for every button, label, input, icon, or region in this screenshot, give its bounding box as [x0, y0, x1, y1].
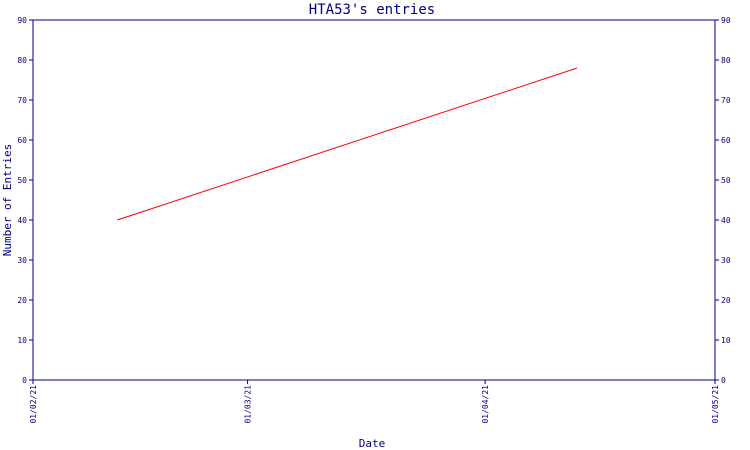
y-axis-title: Number of Entries: [1, 144, 14, 257]
x-tick-label: 01/04/21: [481, 385, 490, 424]
x-tick-label: 01/02/21: [29, 385, 38, 424]
y-tick-label-right: 80: [721, 56, 731, 65]
series-line: [117, 67, 578, 221]
y-tick-label-right: 60: [721, 136, 731, 145]
y-tick-label-right: 20: [721, 296, 731, 305]
right-axis: 0 10 20 30 40 50 60 70 80 90: [715, 16, 731, 385]
y-tick-label-right: 30: [721, 256, 731, 265]
y-tick-label-left: 10: [17, 336, 27, 345]
y-tick-label-left: 60: [17, 136, 27, 145]
y-tick-label-left: 80: [17, 56, 27, 65]
y-tick-label-right: 0: [721, 376, 726, 385]
y-tick-label-left: 50: [17, 176, 27, 185]
x-axis-title: Date: [359, 437, 386, 450]
plot-area-frame: [32, 19, 716, 381]
chart-title: HTA53's entries: [309, 2, 435, 18]
y-tick-label-left: 90: [17, 16, 27, 25]
y-tick-label-left: 40: [17, 216, 27, 225]
y-tick-label-right: 70: [721, 96, 731, 105]
y-tick-label-right: 10: [721, 336, 731, 345]
left-axis: 0 10 20 30 40 50 60 70 80 90: [17, 16, 33, 385]
series-layer: [117, 67, 578, 221]
y-tick-label-left: 30: [17, 256, 27, 265]
y-tick-label-left: 20: [17, 296, 27, 305]
y-tick-label-right: 90: [721, 16, 731, 25]
y-tick-label-right: 40: [721, 216, 731, 225]
x-axis: 01/02/21 01/03/21 01/04/21 01/05/21: [29, 380, 720, 424]
x-tick-label: 01/03/21: [244, 385, 253, 424]
y-tick-label-left: 70: [17, 96, 27, 105]
y-tick-label-right: 50: [721, 176, 731, 185]
y-tick-label-left: 0: [22, 376, 27, 385]
x-tick-label: 01/05/21: [711, 385, 720, 424]
